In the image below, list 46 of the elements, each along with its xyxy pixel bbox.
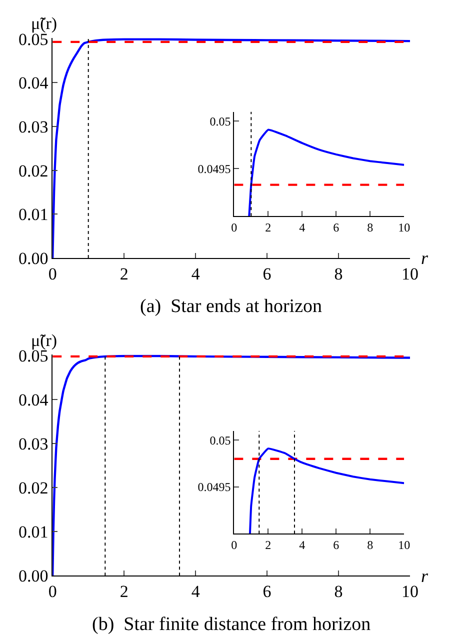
x-axis-title: r bbox=[421, 566, 429, 586]
x-tick-label: 10 bbox=[402, 264, 419, 284]
x-tick-label: 2 bbox=[265, 220, 272, 235]
x-tick-label: 10 bbox=[398, 538, 410, 552]
x-tick-label: 10 bbox=[402, 582, 419, 602]
x-tick-label: 4 bbox=[191, 582, 200, 602]
x-tick-label: 8 bbox=[334, 264, 343, 284]
y-tick-label: 0.02 bbox=[18, 478, 48, 498]
line-series bbox=[52, 38, 410, 258]
x-tick-label: 6 bbox=[333, 220, 340, 235]
text: (b) Star finite distance from horizon bbox=[92, 614, 372, 635]
y-tick-label: 0.00 bbox=[18, 248, 48, 268]
y-tick-label: 0.04 bbox=[18, 74, 49, 93]
y-tick-label: 0.03 bbox=[18, 434, 48, 454]
x-tick-label: 8 bbox=[367, 220, 374, 235]
y-tick-label: 0.03 bbox=[18, 117, 48, 136]
x-tick-label: 0 bbox=[48, 264, 57, 284]
line-series bbox=[52, 354, 410, 576]
x-tick-label: 2 bbox=[120, 582, 128, 602]
y-tick-label: 0.01 bbox=[18, 205, 48, 224]
y-tick-label: 0.0495 bbox=[198, 162, 231, 176]
line-series bbox=[248, 128, 404, 216]
x-axis-title: r bbox=[421, 248, 429, 268]
x-tick-label: 4 bbox=[299, 538, 306, 552]
y-tick-label: 0.05 bbox=[210, 114, 231, 128]
text: (a) Star ends at horizon bbox=[140, 296, 323, 317]
x-tick-label: 8 bbox=[334, 582, 343, 602]
x-tick-label: 8 bbox=[367, 538, 374, 552]
x-tick-label: 6 bbox=[262, 264, 272, 284]
x-tick-label: 2 bbox=[120, 264, 128, 284]
x-tick-label: 0 bbox=[231, 220, 238, 235]
line-series bbox=[248, 448, 404, 534]
x-tick-label: 0 bbox=[48, 582, 57, 602]
y-tick-label: 0.00 bbox=[18, 566, 48, 586]
x-tick-label: 4 bbox=[299, 220, 306, 235]
x-tick-label: 4 bbox=[191, 264, 200, 284]
y-tick-label: 0.05 bbox=[210, 433, 231, 448]
x-tick-label: 6 bbox=[262, 582, 272, 602]
x-tick-label: 6 bbox=[333, 538, 340, 552]
y-tick-label: 0.04 bbox=[18, 390, 49, 410]
y-tick-label: 0.0495 bbox=[198, 480, 231, 494]
x-tick-label: 10 bbox=[398, 220, 410, 235]
y-tick-label: 0.01 bbox=[18, 522, 48, 542]
x-tick-label: 2 bbox=[265, 538, 272, 552]
y-tick-label: 0.02 bbox=[18, 161, 48, 180]
x-tick-label: 0 bbox=[231, 538, 238, 552]
